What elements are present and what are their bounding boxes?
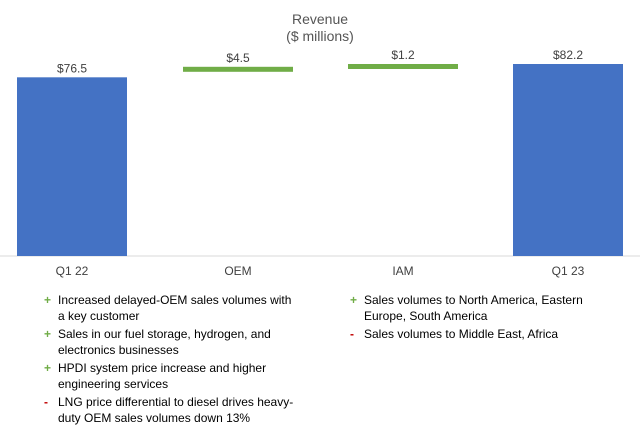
data-label: $1.2 bbox=[391, 48, 415, 62]
plus-icon: + bbox=[350, 293, 358, 307]
bullet-list-right: + Sales volumes to North America, Eastern… bbox=[350, 292, 600, 344]
chart-subtitle: ($ millions) bbox=[286, 28, 354, 44]
bullet-item: + Sales in our fuel storage, hydrogen, an… bbox=[44, 326, 294, 358]
bullet-text: LNG price differential to diesel drives … bbox=[58, 395, 294, 425]
bar-oem bbox=[183, 66, 293, 72]
x-tick-label: OEM bbox=[224, 264, 251, 278]
x-tick-label: Q1 23 bbox=[552, 264, 585, 278]
data-label: $4.5 bbox=[226, 51, 250, 65]
bar-q1-23 bbox=[513, 64, 623, 256]
bullet-list-left: + Increased delayed-OEM sales volumes wit… bbox=[44, 292, 294, 428]
waterfall-chart: $76.5 Q1 22 $4.5 OEM $1.2 IAM $82.2 Q1 23 bbox=[0, 48, 640, 278]
minus-icon: - bbox=[44, 395, 48, 409]
bullet-item: + Sales volumes to North America, Eastern… bbox=[350, 292, 600, 324]
plus-icon: + bbox=[44, 293, 52, 307]
plus-icon: + bbox=[44, 327, 52, 341]
x-tick-label: IAM bbox=[392, 264, 413, 278]
bullet-item: + HPDI system price increase and higher e… bbox=[44, 360, 294, 392]
chart-title: Revenue bbox=[291, 11, 349, 27]
bullet-text: Sales volumes to North America, Eastern … bbox=[364, 293, 583, 323]
bar-q1-22 bbox=[17, 77, 127, 256]
bullet-item: + Increased delayed-OEM sales volumes wit… bbox=[44, 292, 294, 324]
bullet-text: Increased delayed-OEM sales volumes with… bbox=[58, 293, 292, 323]
x-tick-label: Q1 22 bbox=[56, 264, 89, 278]
minus-icon: - bbox=[350, 327, 354, 341]
bullet-text: Sales in our fuel storage, hydrogen, and… bbox=[58, 327, 271, 357]
data-label: $76.5 bbox=[57, 61, 87, 75]
bullet-text: Sales volumes to Middle East, Africa bbox=[364, 327, 559, 341]
plus-icon: + bbox=[44, 361, 52, 375]
bullet-text: HPDI system price increase and higher en… bbox=[58, 361, 267, 391]
bar-iam bbox=[348, 64, 458, 69]
bullet-item: - Sales volumes to Middle East, Africa bbox=[350, 326, 600, 342]
data-label: $82.2 bbox=[553, 48, 583, 62]
bullet-item: - LNG price differential to diesel drives… bbox=[44, 394, 294, 426]
